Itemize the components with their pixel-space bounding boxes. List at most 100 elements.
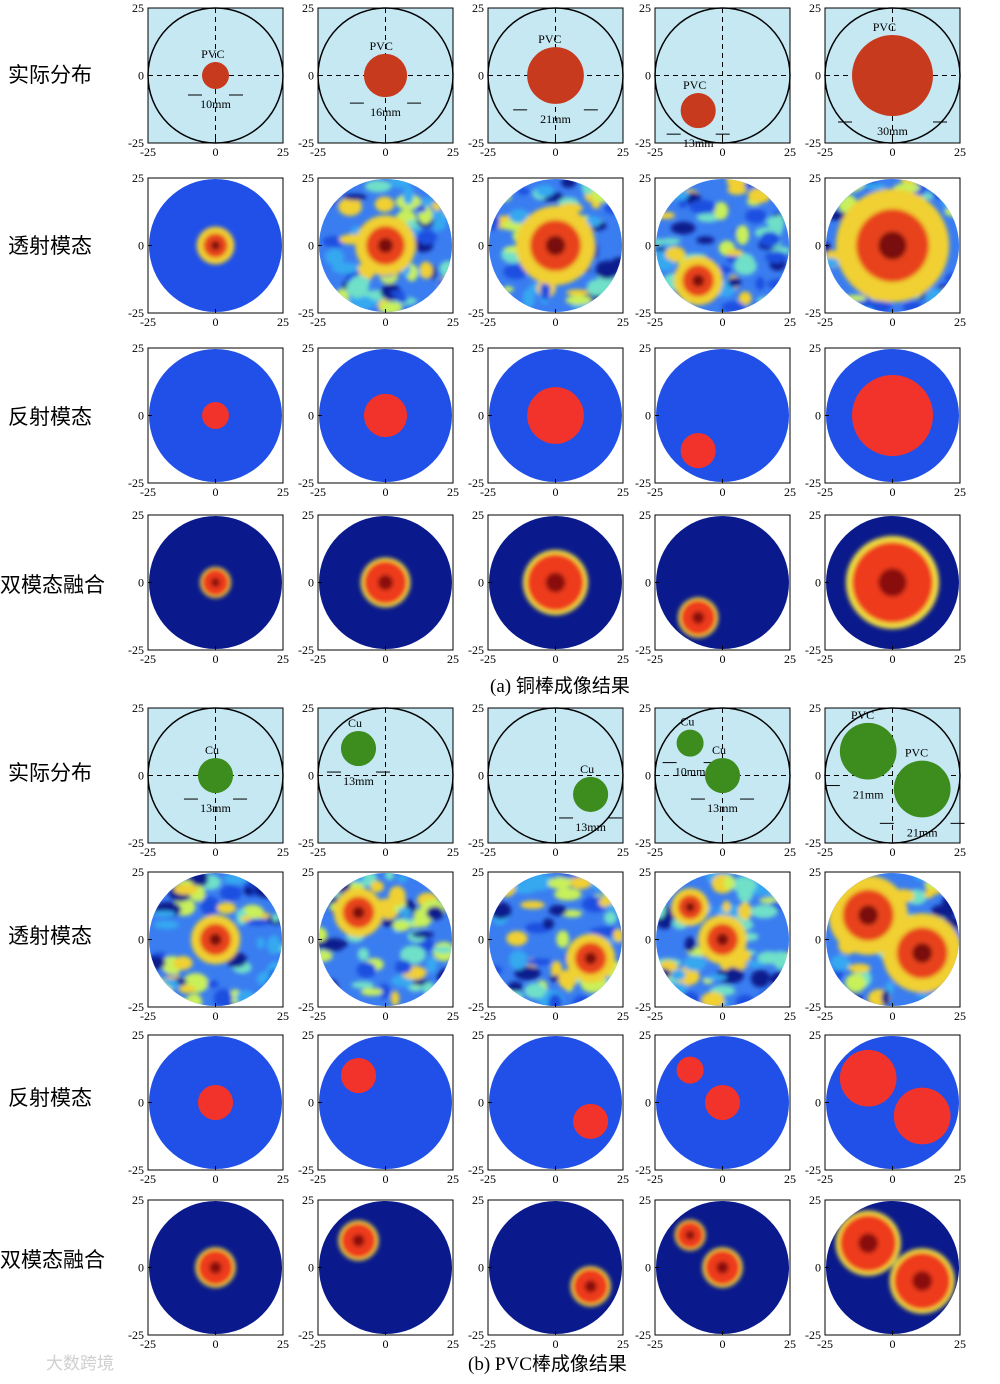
panel-b-transmission-4-blob [704,974,727,981]
panel-b-transmission-3-blob [606,887,622,897]
panel-a-truth-1-object-label: PVC [201,47,224,61]
panel-b-transmission-1-ytick-label: -25 [128,1000,144,1014]
panel-b-transmission-5-blob [924,889,935,899]
panel-b-transmission-3-blob [489,965,503,976]
panel-a-transmission-4-blob [757,179,784,190]
panel-a-transmission-2-blob [390,290,405,297]
panel-b-fusion-5-ytick-label: 25 [809,1193,821,1207]
panel-a-transmission-3-blob [607,187,622,204]
panel-a-transmission-5-blob [844,179,854,191]
panel-b-transmission-4-ytick-label: 25 [639,865,651,879]
panel-a-transmission-3-blob [535,184,555,197]
panel-b-transmission-2-blob [440,978,452,990]
panel-b-transmission-3: -25 0 25 -25 0 25 [468,865,629,1023]
panel-a-transmission-3-xtick-label: 25 [617,315,629,329]
panel-a-truth-2-ytick-label: 0 [308,69,314,83]
panel-a-fusion-4-texture [678,597,719,638]
panel-a-transmission-2-blob [431,201,443,211]
panel-a-fusion-5-core-0 [878,568,907,597]
panel-b-truth-5-xtick-label: 25 [954,845,966,859]
row-label-truth-a: 实际分布 [8,63,92,87]
panel-b-transmission-2-blob [411,931,435,938]
panel-b-reflection-2-xtick-label: -25 [310,1172,326,1186]
panel-a-reflection-1-xtick-label: -25 [140,485,156,499]
panel-a-truth-1-xtick-label: 25 [277,145,289,159]
panel-a-truth-1-ytick-label: -25 [128,136,144,150]
panel-b-truth-4-xtick-label: -25 [647,845,663,859]
panel-b-transmission-3-xtick-label: 25 [617,1009,629,1023]
panel-a-truth-2-ytick-label: -25 [298,136,314,150]
panel-b-transmission-3-blob [561,909,583,918]
panel-b-truth-1-ytick-label: 25 [132,701,144,715]
panel-a-truth-2-xtick-label: 25 [447,145,459,159]
panel-a-transmission-3-blob [522,288,535,309]
panel-a-truth-4-ytick-label: -25 [635,136,651,150]
panel-a-fusion-3-xtick-label: 0 [553,652,559,666]
panel-b-truth-5-dim-label: 21mm [907,825,938,839]
panel-b-transmission-2-blob [420,994,434,1006]
panel-b-reflection-2-ytick-label: -25 [298,1163,314,1177]
panel-b-truth-5-ytick-label: 25 [809,701,821,715]
panel-b-transmission-2-ytick-label: -25 [298,1000,314,1014]
panel-b-transmission-3-blob [550,960,563,980]
panel-b-truth-3-ytick-label: -25 [468,836,484,850]
panel-b-transmission-1-blob [153,910,176,918]
panel-a-reflection-5: -25 0 25 -25 0 25 [805,341,966,499]
panel-b-transmission-3-blob [590,875,609,891]
panel-b-reflection-5-target-1 [893,1087,951,1145]
panel-a-truth-1-rod-0 [202,62,229,89]
panel-b-transmission-3-blob [554,888,582,901]
panel-a-transmission-1-xtick-label: 0 [213,315,219,329]
panel-a-transmission-2-blob [334,288,349,309]
panel-a-reflection-3: -25 0 25 -25 0 25 [468,341,629,499]
panel-b-transmission-4-core-1 [716,933,729,946]
panel-a-transmission-4-xtick-label: 0 [720,315,726,329]
panel-b-reflection-2-xtick-label: 0 [383,1172,389,1186]
panel-b-fusion-4-xtick-label: 0 [720,1337,726,1351]
panel-a-fusion-5-ytick-label: -25 [805,643,821,657]
panel-a-truth-1-ytick-label: 25 [132,1,144,15]
panel-b-transmission-2-blob [437,967,452,986]
panel-a-transmission-2-ytick-label: -25 [298,306,314,320]
panel-b-fusion-4: -25 0 25 -25 0 25 [635,1193,796,1351]
panel-a-reflection-2-xtick-label: 0 [383,485,389,499]
panel-b-transmission-3-blob [547,877,572,890]
panel-b-transmission-2-blob [392,920,410,932]
panel-a-fusion-3-ytick-label: 25 [472,508,484,522]
panel-a-transmission-3-blob [608,293,622,303]
panel-a-fusion-3: -25 0 25 -25 0 25 [468,508,629,666]
panel-b-transmission-1-blob [153,920,180,930]
panel-b-truth-5-object-label: PVC [905,746,928,760]
panel-b-transmission-2-core-0 [352,906,365,919]
panel-b-transmission-5-blob [916,993,936,1001]
panel-a-reflection-4-xtick-label: 25 [784,485,796,499]
panel-b-transmission-3-ytick-label: -25 [468,1000,484,1014]
panel-b-transmission-1-blob [176,873,191,879]
panel-b-truth-4-rod-1 [704,757,741,794]
panel-b-transmission-3-blob [542,918,555,930]
panel-b-truth-5-object-label: PVC [851,708,874,722]
panel-a-fusion-4-ytick-label: -25 [635,643,651,657]
panel-a-transmission-3-blob [489,212,500,231]
panel-b-transmission-4-blob [738,902,752,921]
panel-b-transmission-5-core-1 [912,943,933,963]
panel-b-transmission-3-blob [600,873,622,884]
panel-a-fusion-5-ytick-label: 25 [809,508,821,522]
panel-b-transmission-2-blob [395,960,412,974]
panel-b-transmission-1-blob [256,937,265,950]
row-label-fusion-b: 双模态融合 [0,1248,105,1272]
row-label-reflection-b: 反射模态 [8,1086,92,1110]
panel-b-transmission-1-blob [245,918,271,926]
panel-b-transmission-5-ytick-label: 25 [809,865,821,879]
panel-b-transmission-2-blob [426,906,444,920]
panel-b-transmission-3-blob [489,901,512,919]
panel-b-truth-4-xtick-label: 0 [720,845,726,859]
panel-a-reflection-3-xtick-label: 25 [617,485,629,499]
panel-a-transmission-4-blob [755,277,765,291]
panel-a-transmission-1-xtick-label: -25 [140,315,156,329]
panel-b-transmission-1-blob [155,978,179,991]
panel-b-transmission-4-blob [760,888,781,896]
panel-a-transmission-3-blob [595,260,619,280]
panel-b-transmission-4-blob [769,878,787,892]
